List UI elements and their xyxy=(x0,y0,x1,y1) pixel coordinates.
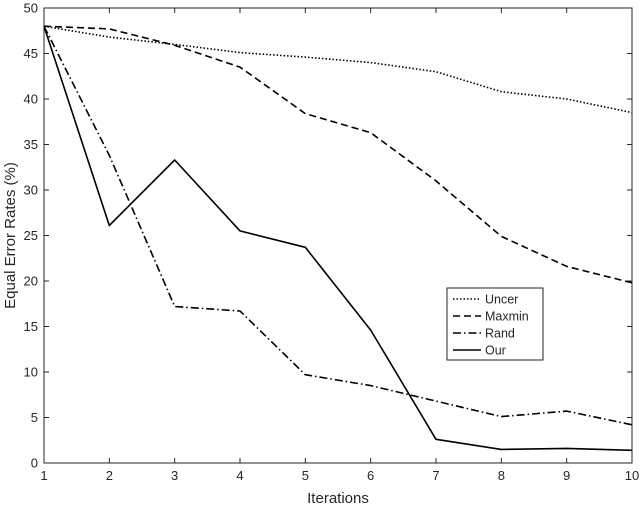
x-tick-label: 1 xyxy=(40,468,47,483)
legend: Uncer Maxmin Rand Our xyxy=(446,287,544,361)
legend-label-our: Our xyxy=(485,344,506,358)
x-tick-label: 3 xyxy=(171,468,178,483)
y-tick-label: 35 xyxy=(24,137,38,152)
x-tick-label: 2 xyxy=(106,468,113,483)
y-tick-label: 0 xyxy=(31,456,38,471)
series-line-rand xyxy=(43,25,633,426)
plot-area xyxy=(43,7,633,464)
y-axis-title: Equal Error Rates (%) xyxy=(2,162,19,309)
y-tick-label: 10 xyxy=(24,365,38,380)
plot-frame xyxy=(43,7,633,464)
y-tick-label: 45 xyxy=(24,46,38,61)
y-tick-label: 30 xyxy=(24,183,38,198)
y-tick-label: 5 xyxy=(31,410,38,425)
series-line-uncer xyxy=(43,25,633,114)
x-tick-label: 10 xyxy=(625,468,639,483)
y-tick-label: 20 xyxy=(24,274,38,289)
x-axis-title: Iterations xyxy=(307,490,369,506)
series-line-maxmin xyxy=(43,25,633,284)
x-tick-label: 8 xyxy=(498,468,505,483)
legend-label-rand: Rand xyxy=(485,327,515,341)
y-axis: 0 5 10 15 20 25 30 35 40 45 50 xyxy=(24,1,632,471)
series-lines xyxy=(43,25,633,452)
legend-box xyxy=(446,287,544,361)
series-line-our xyxy=(43,25,633,452)
x-tick-label: 4 xyxy=(236,468,243,483)
x-tick-label: 9 xyxy=(563,468,570,483)
y-tick-label: 50 xyxy=(24,1,38,16)
y-tick-label: 40 xyxy=(24,92,38,107)
y-tick-label: 15 xyxy=(24,319,38,334)
x-tick-label: 6 xyxy=(367,468,374,483)
legend-label-maxmin: Maxmin xyxy=(485,310,529,324)
legend-label-uncer: Uncer xyxy=(485,293,518,307)
x-tick-label: 7 xyxy=(432,468,439,483)
x-axis: 1 2 3 4 5 6 7 8 9 10 xyxy=(40,8,639,483)
y-tick-label: 25 xyxy=(24,228,38,243)
x-tick-label: 5 xyxy=(302,468,309,483)
